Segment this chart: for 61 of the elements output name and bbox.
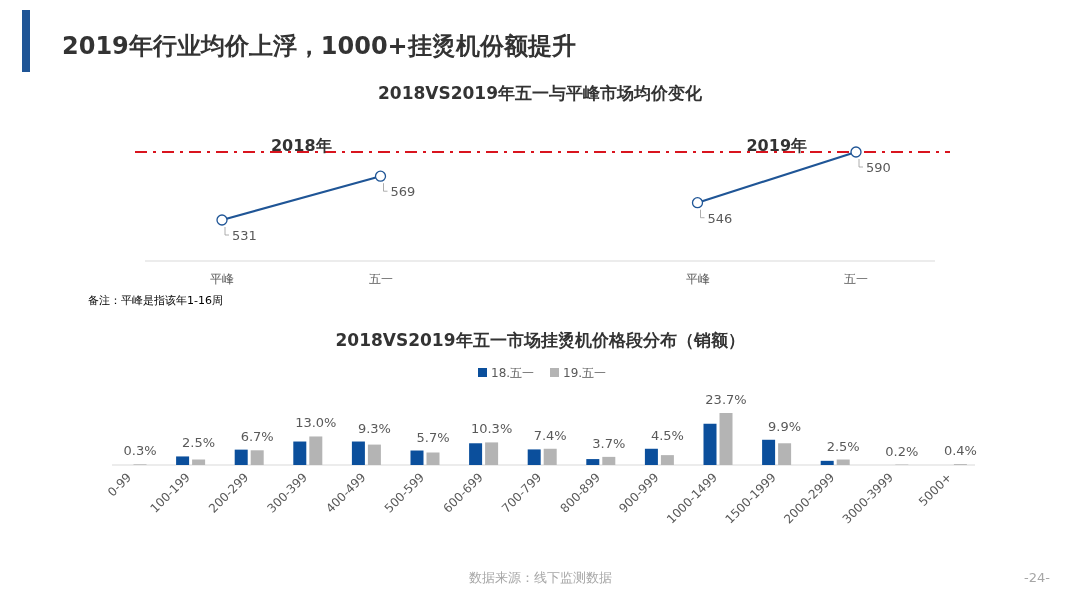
text: 2018年 xyxy=(270,136,332,155)
bar xyxy=(602,456,616,465)
data-label: 0.2% xyxy=(885,443,919,459)
bar xyxy=(293,441,307,465)
chart-title: 2019年行业均价上浮，1000+挂烫机份额提升 xyxy=(62,32,576,60)
x-tick-label: 五一 xyxy=(844,272,868,286)
data-label: 590 xyxy=(866,160,891,175)
bar xyxy=(703,423,717,465)
x-tick-label: 平峰 xyxy=(210,272,234,286)
bar xyxy=(644,448,658,465)
bar xyxy=(192,459,206,465)
data-label: 5.7% xyxy=(416,429,450,445)
bar xyxy=(250,450,264,465)
bar xyxy=(660,455,674,465)
data-label: 6.7% xyxy=(240,428,274,444)
chart-subtitle: 2018VS2019年五一与平峰市场均价变化 xyxy=(377,83,704,103)
x-tick-label: 五一 xyxy=(368,272,393,286)
source-note: 数据来源：线下监测数据 xyxy=(468,570,612,585)
bar xyxy=(176,456,190,465)
point xyxy=(216,214,228,226)
data-label: 23.7% xyxy=(705,392,747,407)
bar xyxy=(762,439,776,465)
bar xyxy=(778,443,792,465)
data-label: 13.0% xyxy=(295,415,337,431)
data-label: 3.7% xyxy=(592,435,626,451)
bar xyxy=(820,460,834,465)
bar xyxy=(410,450,424,465)
bar xyxy=(426,452,440,465)
point xyxy=(850,146,862,158)
bar xyxy=(719,413,733,465)
bar xyxy=(367,444,381,465)
bar xyxy=(469,443,483,465)
bar xyxy=(234,449,248,465)
legend-label: 18.五一 xyxy=(491,366,535,380)
data-label: 0.4% xyxy=(943,443,977,459)
data-label: 2.5% xyxy=(182,435,216,451)
data-label: 2.5% xyxy=(826,438,860,454)
data-label: 531 xyxy=(232,228,257,243)
text: 备注：平峰是指该年1-16周 xyxy=(88,294,223,307)
chart-title: 2018VS2019年五一市场挂烫机价格段分布（销额） xyxy=(335,330,745,350)
bar xyxy=(309,436,323,465)
bar xyxy=(586,459,600,465)
data-label: 10.3% xyxy=(470,421,513,437)
data-label: 9.9% xyxy=(768,418,802,434)
data-label: 546 xyxy=(707,210,733,226)
text: -24- xyxy=(1024,570,1051,585)
series-label: 2019年 xyxy=(746,136,808,155)
data-label: 569 xyxy=(390,184,416,200)
bar xyxy=(836,459,850,465)
point xyxy=(691,197,704,209)
data-label: 0.3% xyxy=(123,443,157,459)
data-label: 7.4% xyxy=(533,427,567,443)
bar xyxy=(485,442,499,465)
point xyxy=(374,170,387,182)
x-tick-label: 平峰 xyxy=(685,272,710,286)
data-label: 4.5% xyxy=(650,427,684,443)
legend-label: 19.五一 xyxy=(563,366,607,380)
bar xyxy=(527,449,541,465)
bar xyxy=(351,441,365,465)
bar xyxy=(543,448,557,465)
data-label: 9.3% xyxy=(357,420,391,436)
